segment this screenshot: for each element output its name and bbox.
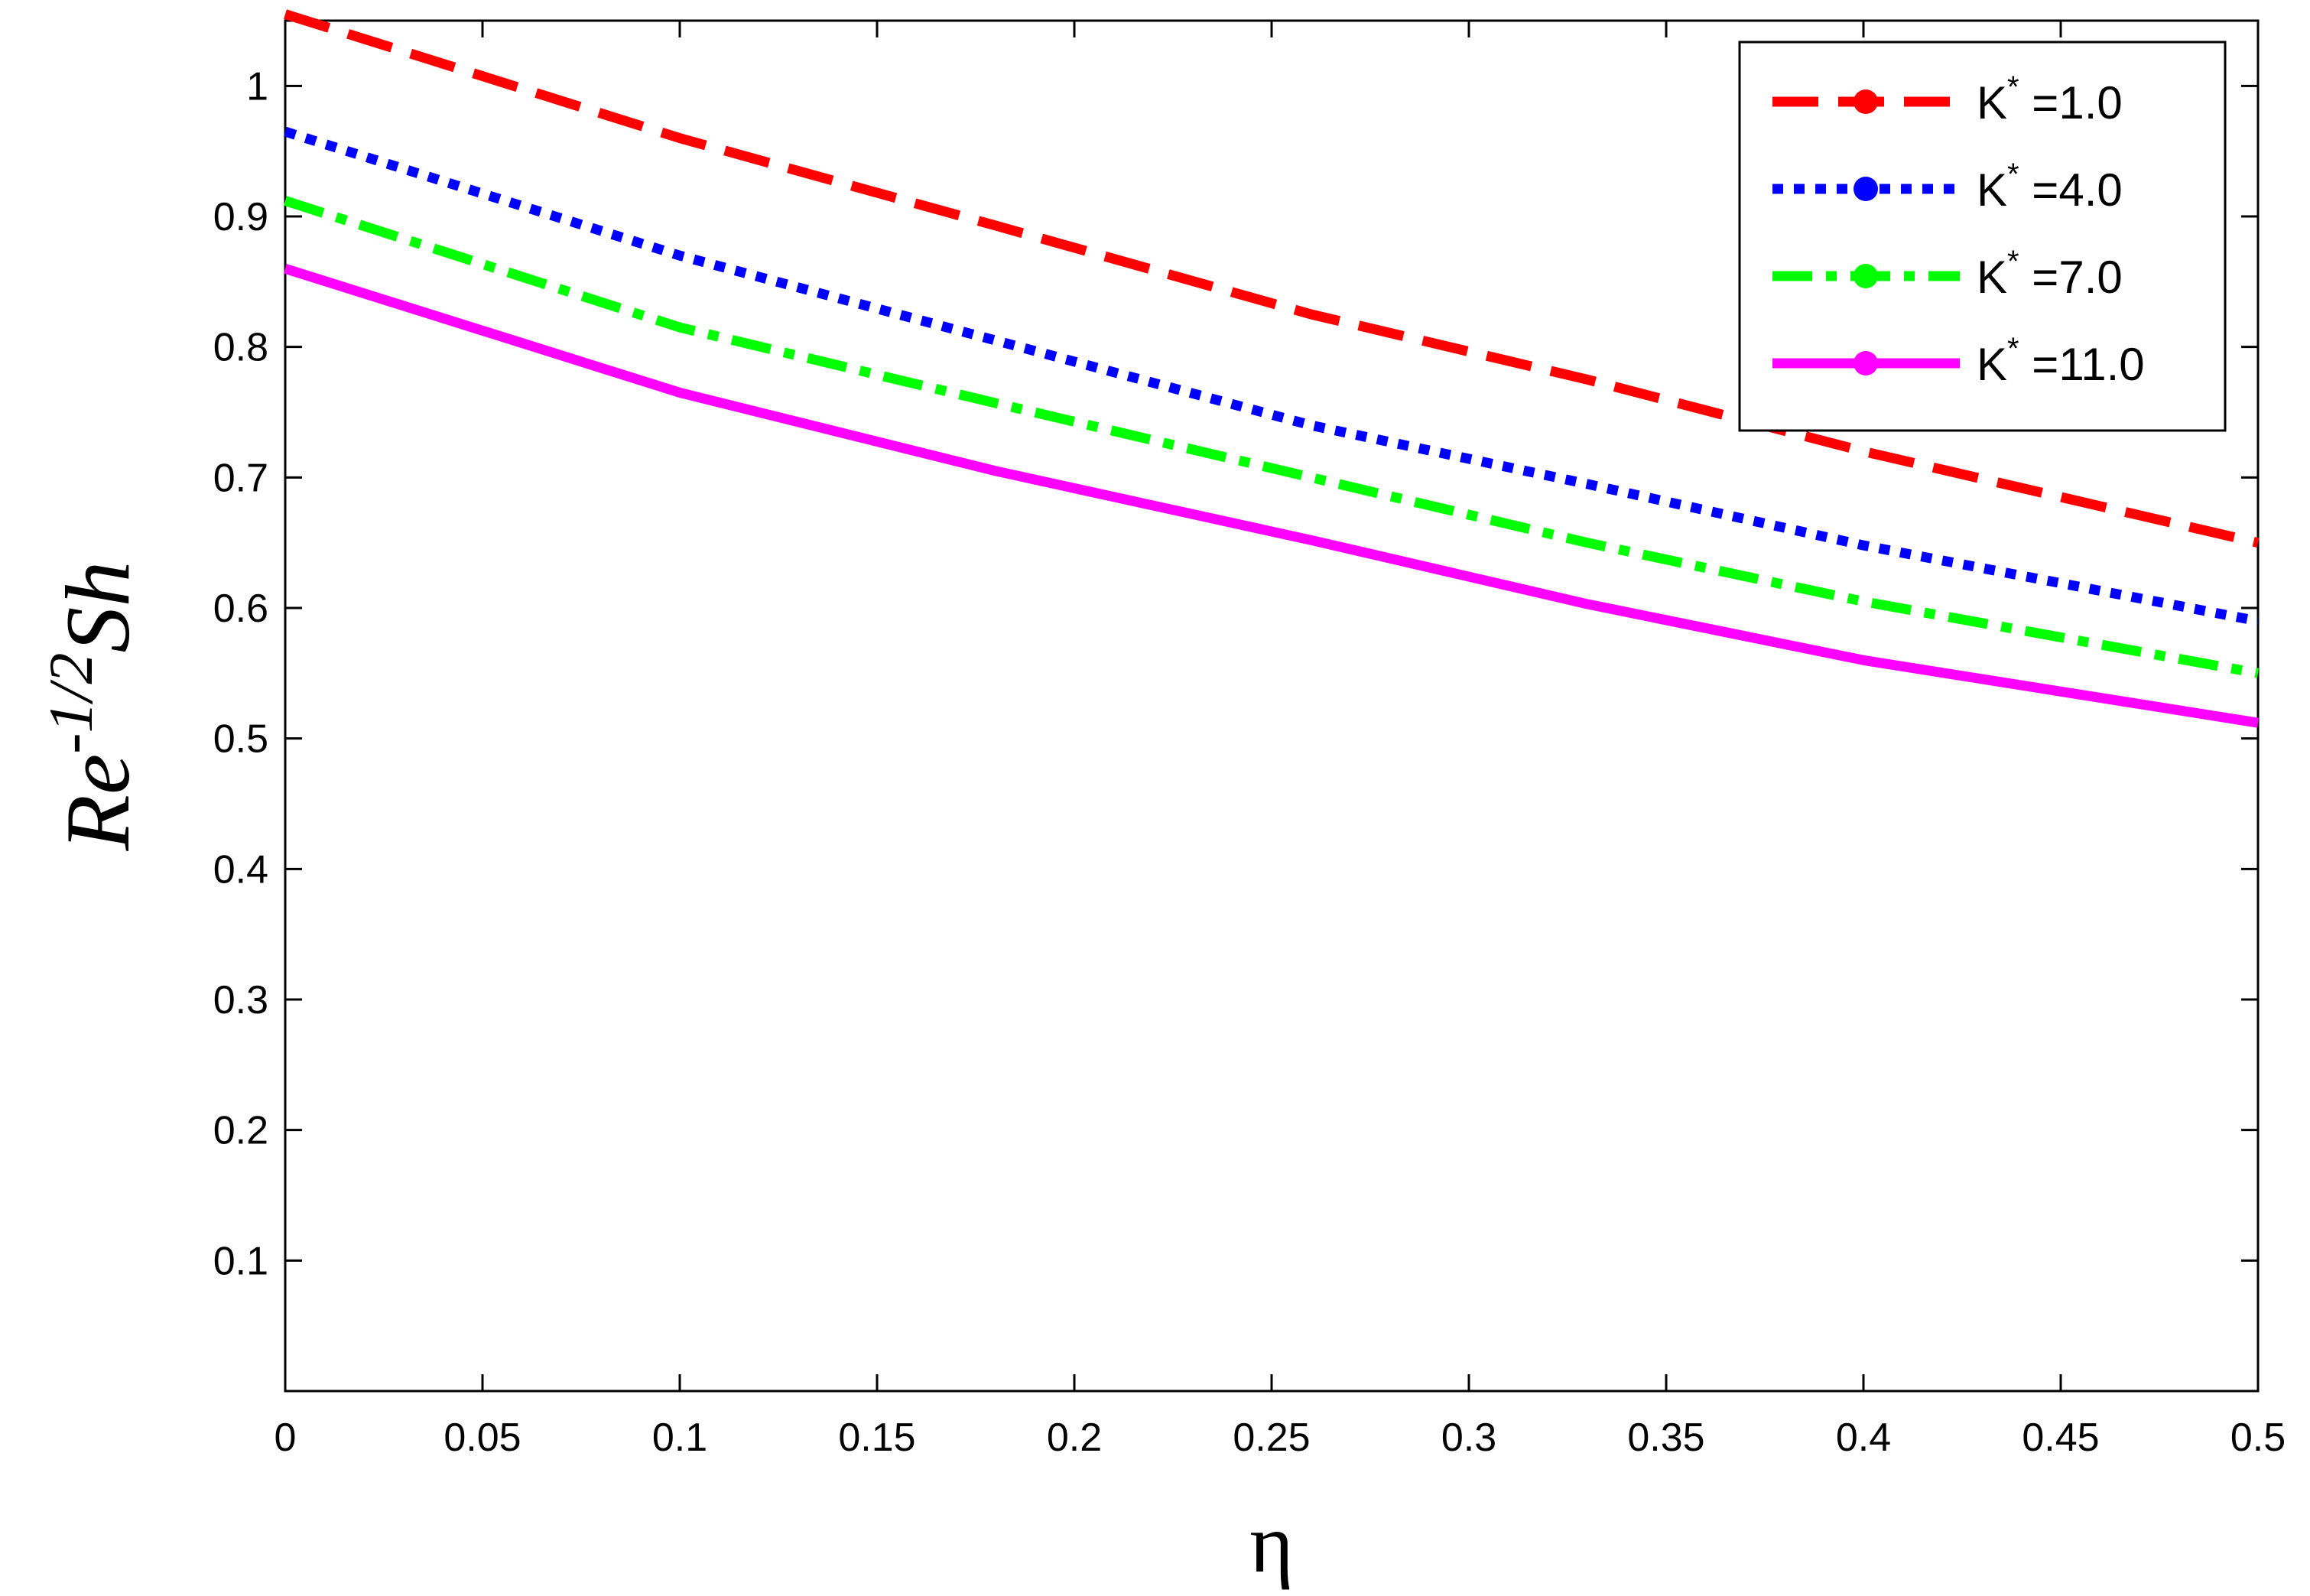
legend-label-value: =7.0 [2019,252,2123,303]
legend-swatch-marker [1854,177,1878,201]
legend-label-value: =11.0 [2019,339,2145,390]
legend-label-superscript: * [2007,245,2019,278]
legend-label-value: =4.0 [2019,164,2123,216]
y-axis-label-base: Re [47,754,148,852]
legend-label: K* =7.0 [1977,245,2123,303]
legend-swatch-marker [1854,351,1878,375]
legend-label-superscript: * [2007,332,2019,366]
legend-label: K* =1.0 [1977,70,2123,128]
y-tick-label: 0.9 [213,195,268,239]
x-tick-label: 0.05 [443,1416,521,1460]
x-tick-label: 0.1 [652,1416,707,1460]
legend-swatch-marker [1854,89,1878,114]
legend-label-base: K [1977,339,2007,390]
y-tick-label: 0.3 [213,978,268,1022]
legend-label-superscript: * [2007,70,2019,104]
x-axis-ticks: 0 0.05 0.1 0.15 0.2 0.25 0.3 0.35 0.4 0.45 0.5 [275,21,2286,1460]
y-axis-label-exponent: -1/2 [36,653,106,754]
y-axis-label: Re-1/2Sh [36,561,148,852]
legend-swatch-marker [1854,264,1878,288]
series-line [284,264,2260,728]
x-tick-label: 0.45 [2022,1416,2099,1460]
legend-entries: K* =1.0K* =4.0K* =7.0K* =11.0 [1772,70,2145,390]
legend-label-base: K [1977,164,2007,216]
y-tick-label: 0.7 [213,456,268,500]
x-tick-label: 0.35 [1627,1416,1704,1460]
x-tick-label: 0.4 [1836,1416,1891,1460]
series-line [284,126,2260,626]
y-tick-label: 0.8 [213,326,268,370]
y-tick-label: 0.4 [213,847,268,892]
x-axis-label: η [1249,1497,1294,1590]
series-lines [284,9,2260,728]
x-tick-label: 0.3 [1441,1416,1496,1460]
y-axis-label-suffix: Sh [47,561,148,653]
y-axis-ticks: 0.1 0.2 0.3 0.4 0.5 0.6 0.7 0.8 0.9 1 [213,64,2258,1283]
x-tick-label: 0 [275,1416,297,1460]
y-tick-label: 0.2 [213,1109,268,1153]
y-tick-label: 0.1 [213,1239,268,1283]
series-line [284,9,2260,548]
y-tick-label: 1 [246,64,268,109]
y-tick-label: 0.5 [213,717,268,762]
legend-label: K* =4.0 [1977,158,2123,216]
x-tick-label: 0.5 [2230,1416,2286,1460]
legend-label-base: K [1977,252,2007,303]
legend: K* =1.0K* =4.0K* =7.0K* =11.0 [1738,41,2227,432]
x-tick-label: 0.15 [838,1416,915,1460]
y-tick-label: 0.6 [213,587,268,631]
legend-label-superscript: * [2007,158,2019,191]
x-tick-label: 0.25 [1233,1416,1310,1460]
legend-label: K* =11.0 [1977,332,2145,390]
x-tick-label: 0.2 [1047,1416,1102,1460]
legend-label-value: =1.0 [2019,77,2123,128]
legend-label-base: K [1977,77,2007,128]
series-line [284,196,2260,678]
